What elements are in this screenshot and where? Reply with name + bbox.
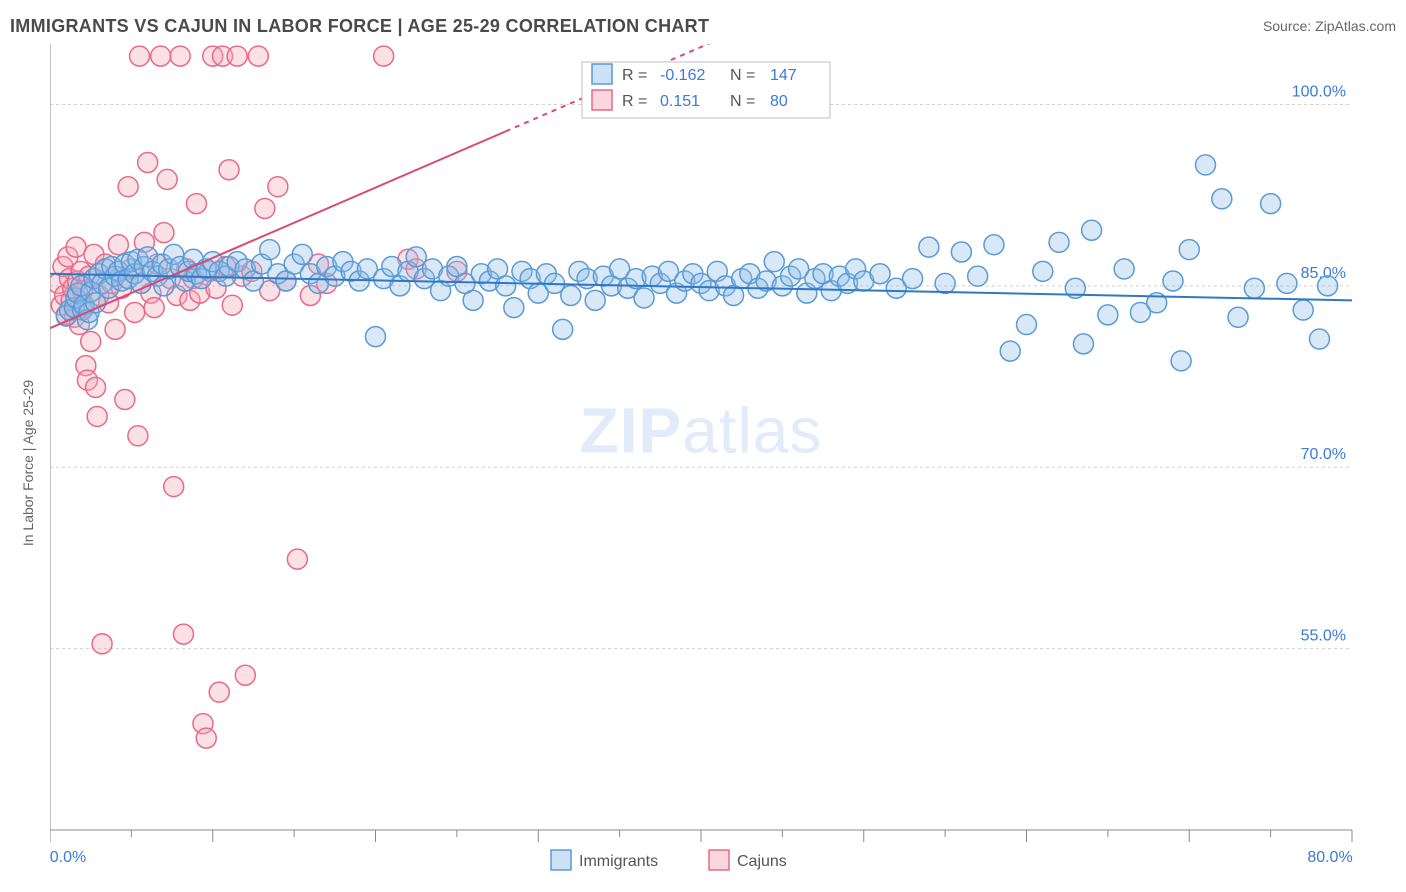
svg-text:-0.162: -0.162 bbox=[660, 67, 705, 84]
svg-text:R =: R = bbox=[622, 93, 647, 110]
source-link[interactable]: ZipAtlas.com bbox=[1315, 18, 1396, 34]
svg-text:0.0%: 0.0% bbox=[50, 849, 86, 866]
y-axis-label: In Labor Force | Age 25-29 bbox=[20, 380, 36, 546]
source-label: Source: ZipAtlas.com bbox=[1263, 18, 1396, 34]
svg-text:80.0%: 80.0% bbox=[1307, 849, 1352, 866]
chart-container: In Labor Force | Age 25-29 55.0%70.0%85.… bbox=[10, 44, 1396, 882]
svg-text:N =: N = bbox=[730, 93, 755, 110]
svg-text:100.0%: 100.0% bbox=[1292, 83, 1346, 100]
svg-text:N =: N = bbox=[730, 67, 755, 84]
chart-title: IMMIGRANTS VS CAJUN IN LABOR FORCE | AGE… bbox=[10, 16, 709, 37]
svg-text:55.0%: 55.0% bbox=[1301, 628, 1346, 645]
svg-text:Immigrants: Immigrants bbox=[579, 853, 658, 870]
svg-text:0.151: 0.151 bbox=[660, 93, 700, 110]
svg-text:147: 147 bbox=[770, 67, 797, 84]
scatter-chart: 55.0%70.0%85.0%100.0%ZIPatlas0.0%80.0%R … bbox=[50, 44, 1396, 882]
svg-text:80: 80 bbox=[770, 93, 788, 110]
svg-text:Cajuns: Cajuns bbox=[737, 853, 787, 870]
svg-text:R =: R = bbox=[622, 67, 647, 84]
svg-text:ZIPatlas: ZIPatlas bbox=[580, 395, 823, 467]
svg-text:70.0%: 70.0% bbox=[1301, 446, 1346, 463]
